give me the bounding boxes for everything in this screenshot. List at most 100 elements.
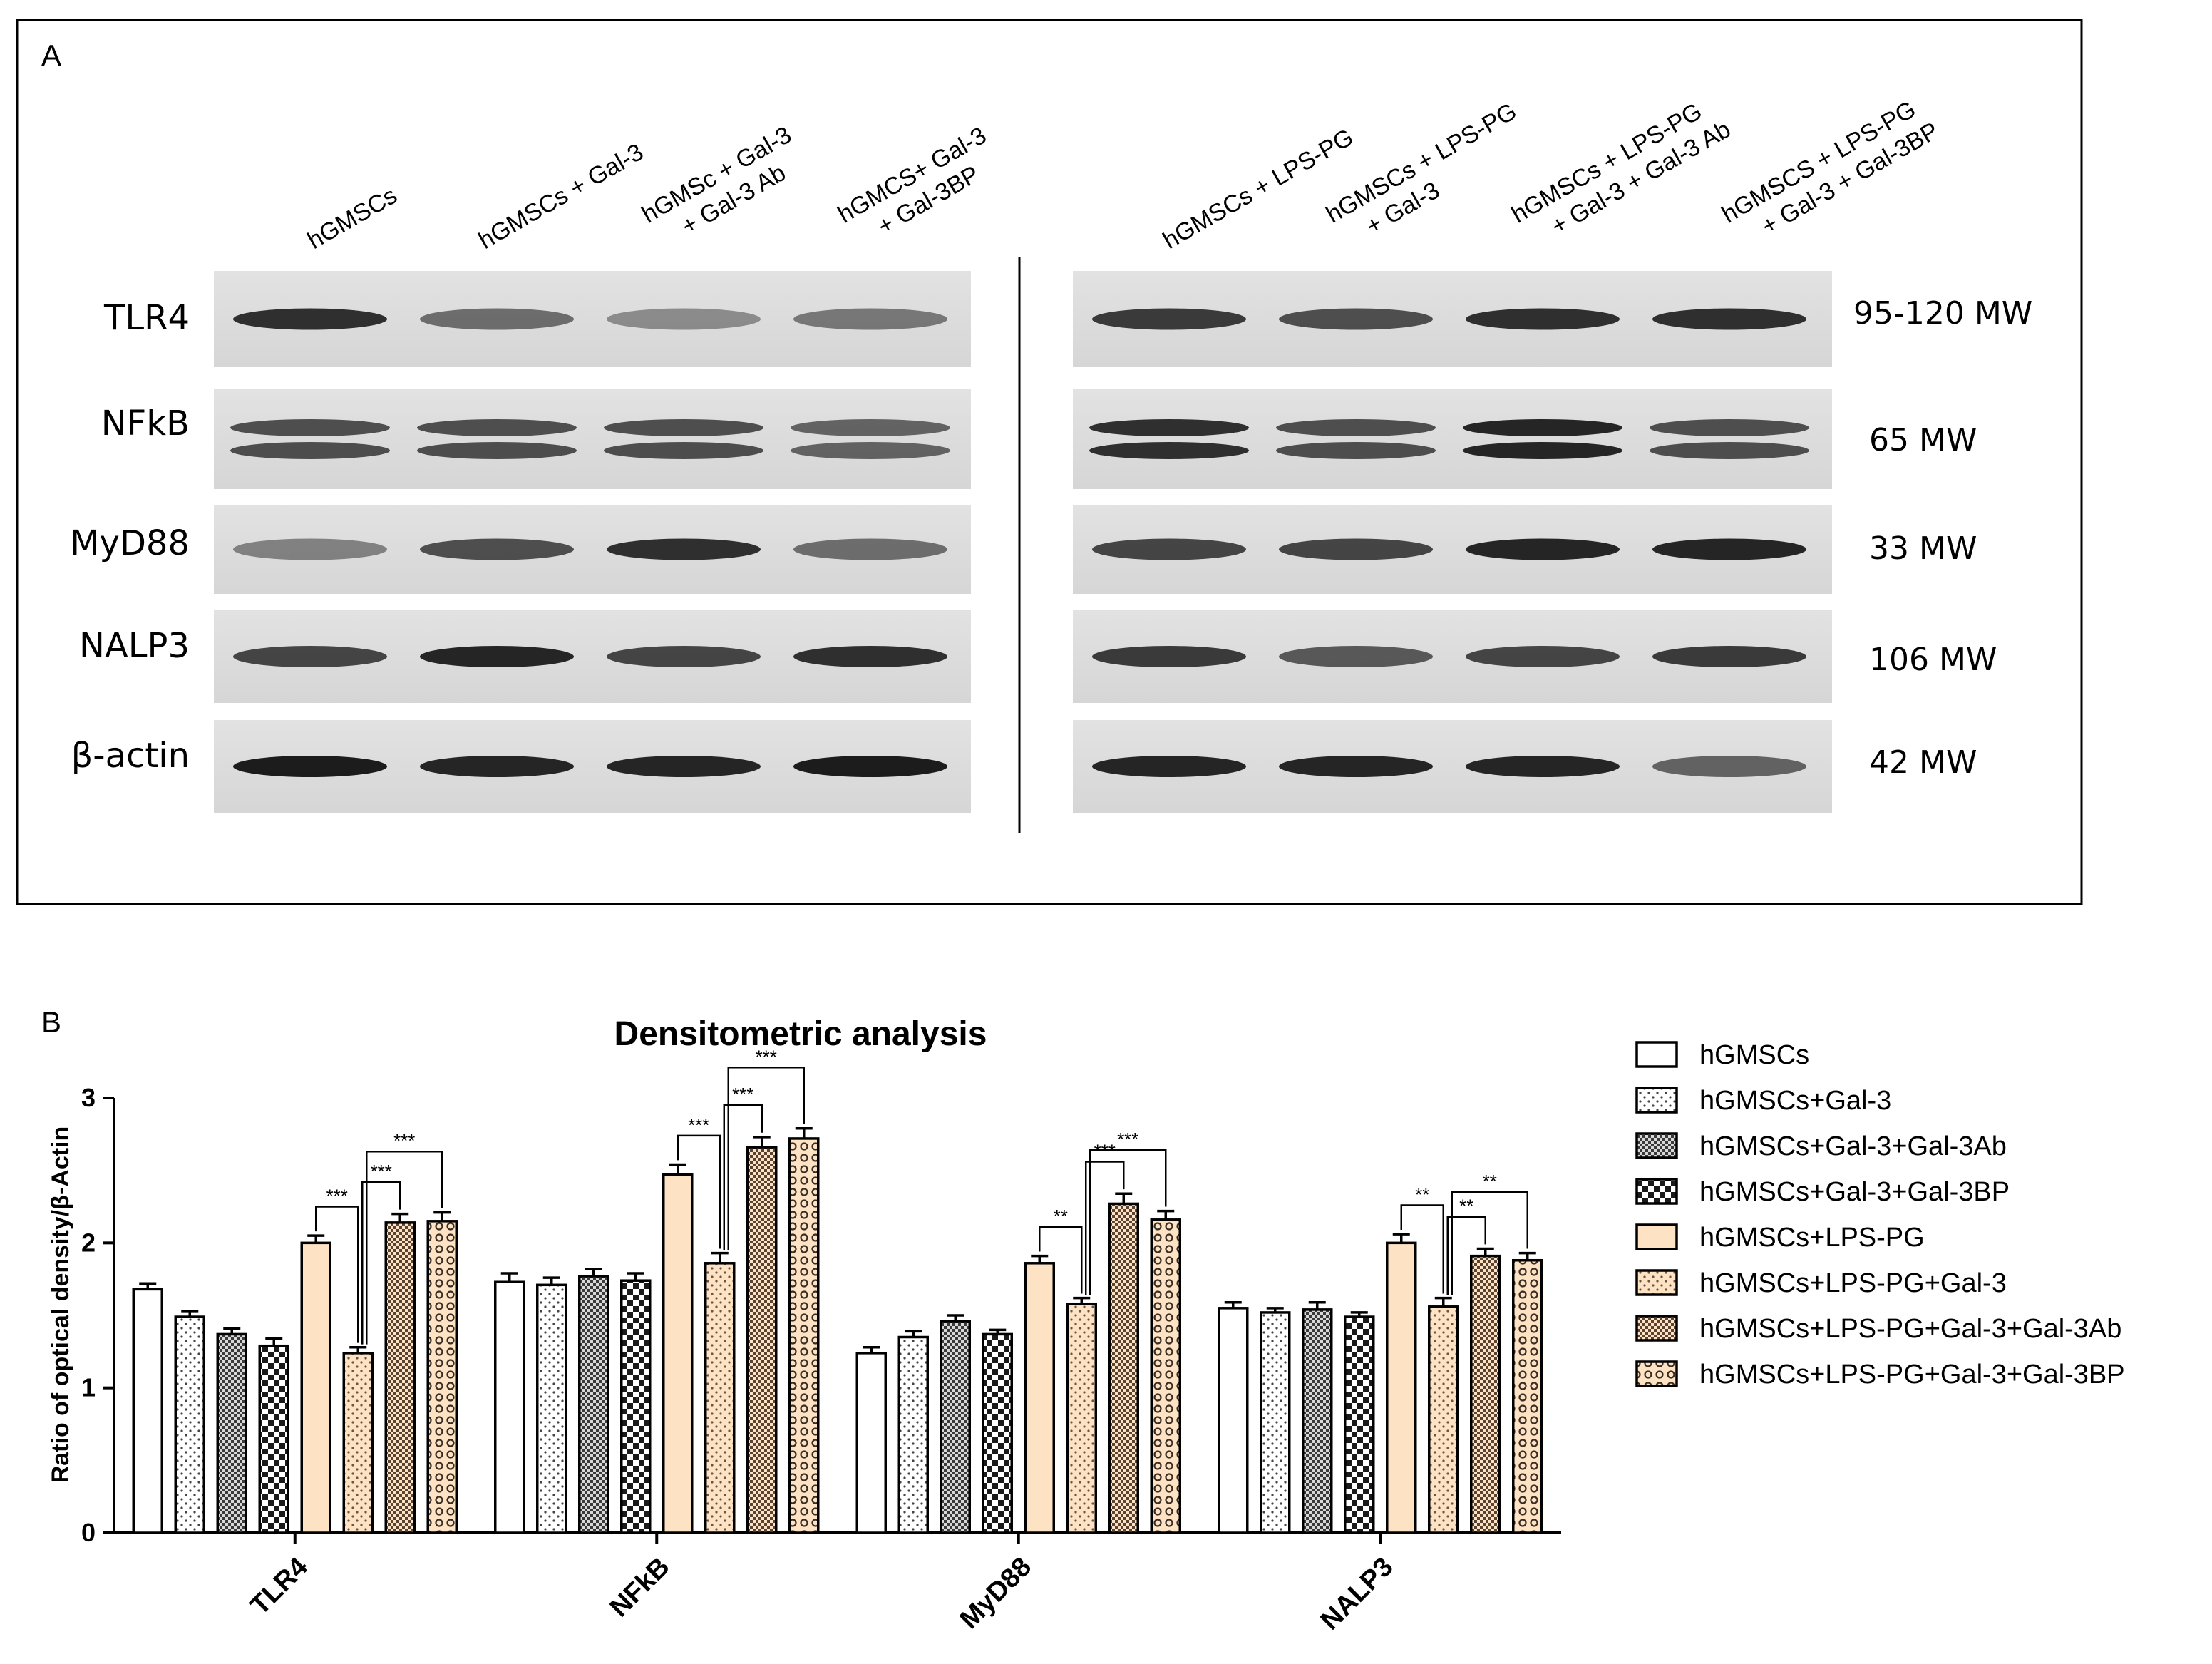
legend-label-7: hGMSCs+LPS-PG+Gal-3+Gal-3Ab <box>1699 1314 2121 1344</box>
significance-bracket-10 <box>1400 1204 1444 1294</box>
band-NALP3-lane-5 <box>1092 646 1246 667</box>
band-TLR4-lane-7 <box>1466 308 1620 330</box>
band-MyD88-lane-1 <box>233 538 387 560</box>
lane-label-right-1: hGMSCs + LPS-PG <box>1158 123 1358 255</box>
bar-NALP3-8 <box>1512 1258 1543 1534</box>
band-NFkB-lane-4-upper <box>791 419 950 436</box>
lane-label-right-2: hGMSCs + LPS-PG+ Gal-3 <box>1322 98 1536 255</box>
significance-bracket-2 <box>361 1181 401 1345</box>
band-MyD88-lane-7 <box>1466 538 1620 560</box>
lane-label-left-3: hGMSc + Gal-3+ Gal-3 Ab <box>637 121 811 255</box>
significance-bracket-4 <box>677 1134 721 1249</box>
bar-NALP3-7 <box>1470 1254 1501 1534</box>
band-MyD88-lane-5 <box>1092 538 1246 560</box>
legend-swatch-8 <box>1635 1360 1678 1387</box>
legend: hGMSCs hGMSCs+Gal-3 hGMSCs+Gal-3+Gal-3Ab hG… <box>1635 1040 2125 1390</box>
band-TLR4-lane-8 <box>1652 308 1806 330</box>
legend-label-1: hGMSCs <box>1699 1040 1809 1070</box>
bar-NALP3-3 <box>1302 1308 1333 1534</box>
molecular-weight-labels: 95-120 MW 65 MW 33 MW 106 MW 42 MW <box>1853 295 2032 781</box>
lane-label-right-4: hGMSCS + LPS-PG+ Gal-3 + Gal-3BP <box>1717 91 1943 255</box>
band-TLR4-lane-4 <box>793 308 947 330</box>
band-NFkB-lane-6-upper <box>1276 419 1436 436</box>
y-axis-label: Ratio of optical density/β-Actin <box>47 1126 74 1484</box>
legend-swatch-1 <box>1635 1041 1678 1068</box>
band-NFkB-lane-7-lower <box>1463 442 1622 459</box>
bar-TLR4-5 <box>300 1241 331 1534</box>
legend-swatch-2 <box>1635 1087 1678 1114</box>
band-NFkB-lane-6-lower <box>1276 442 1436 459</box>
band-NFkB-lane-8-upper <box>1650 419 1809 436</box>
band-NFkB-lane-4-lower <box>791 442 950 459</box>
significance-label-2: *** <box>371 1161 392 1182</box>
bar-NFkB-6 <box>704 1262 736 1534</box>
panel-b-label: B <box>41 1005 61 1039</box>
significance-label-8: *** <box>1094 1140 1116 1161</box>
significance-bracket-5 <box>723 1104 763 1250</box>
band-β-actin-lane-7 <box>1466 756 1620 777</box>
band-TLR4-lane-6 <box>1279 308 1433 330</box>
legend-swatch-7 <box>1635 1315 1678 1342</box>
protein-name-4: NALP3 <box>79 626 190 666</box>
band-TLR4-lane-5 <box>1092 308 1246 330</box>
significance-bracket-9 <box>1089 1149 1167 1295</box>
significance-label-5: *** <box>732 1084 753 1105</box>
bar-TLR4-2 <box>174 1315 205 1534</box>
y-tick-label-1: 1 <box>81 1373 96 1402</box>
blot-strip-NFkB-right <box>1073 389 1832 489</box>
mw-label-4: 106 MW <box>1869 642 1997 678</box>
band-NALP3-lane-2 <box>420 646 574 667</box>
bar-TLR4-7 <box>384 1221 416 1534</box>
bar-NALP3-5 <box>1386 1241 1417 1534</box>
band-NALP3-lane-3 <box>607 646 761 667</box>
bar-NFkB-1 <box>494 1280 525 1534</box>
mw-label-3: 33 MW <box>1869 530 1977 567</box>
bar-NFkB-2 <box>536 1283 567 1534</box>
band-β-actin-lane-4 <box>793 756 947 777</box>
mw-label-2: 65 MW <box>1869 422 1977 458</box>
bar-MyD88-3 <box>940 1320 971 1534</box>
band-NALP3-lane-8 <box>1652 646 1806 667</box>
protein-name-1: TLR4 <box>103 298 190 338</box>
bar-MyD88-7 <box>1108 1202 1139 1534</box>
bar-NALP3-4 <box>1344 1315 1375 1534</box>
band-NFkB-lane-2-upper <box>417 419 577 436</box>
legend-label-3: hGMSCs+Gal-3+Gal-3Ab <box>1699 1131 2007 1161</box>
legend-swatch-4 <box>1635 1178 1678 1205</box>
legend-swatch-6 <box>1635 1269 1678 1296</box>
x-tick-label-MyD88: MyD88 <box>955 1552 1037 1635</box>
bar-TLR4-4 <box>258 1344 289 1534</box>
band-TLR4-lane-2 <box>420 308 574 330</box>
y-tick-label-2: 2 <box>81 1228 96 1257</box>
lane-label-left-2: hGMSCs + Gal-3 <box>474 138 648 255</box>
y-tick-label-0: 0 <box>81 1518 96 1547</box>
bar-NALP3-2 <box>1260 1311 1291 1534</box>
legend-swatch-5 <box>1635 1223 1678 1250</box>
x-tick-label-NALP3: NALP3 <box>1315 1552 1399 1636</box>
band-NFkB-lane-8-lower <box>1650 442 1809 459</box>
significance-label-1: *** <box>326 1186 348 1207</box>
band-NFkB-lane-3-upper <box>604 419 763 436</box>
bar-NALP3-6 <box>1428 1305 1459 1534</box>
band-NFkB-lane-5-upper <box>1089 419 1249 436</box>
blot-strips <box>214 271 1832 813</box>
band-NFkB-lane-5-lower <box>1089 442 1249 459</box>
lane-label-left-2-line-1: hGMSCs + Gal-3 <box>474 138 648 255</box>
bar-MyD88-6 <box>1066 1302 1097 1534</box>
bar-NALP3-1 <box>1218 1307 1249 1534</box>
band-NALP3-lane-1 <box>233 646 387 667</box>
chart-title: Densitometric analysis <box>614 1015 987 1053</box>
y-tick-label-3: 3 <box>81 1083 96 1112</box>
legend-label-4: hGMSCs+Gal-3+Gal-3BP <box>1699 1177 2010 1207</box>
lane-label-left-1: hGMSCs <box>303 182 401 255</box>
significance-label-4: *** <box>688 1114 709 1136</box>
significance-label-6: *** <box>756 1046 777 1067</box>
band-TLR4-lane-1 <box>233 308 387 330</box>
band-NFkB-lane-2-lower <box>417 442 577 459</box>
bar-NFkB-7 <box>746 1146 778 1534</box>
protein-name-2: NFkB <box>101 404 190 443</box>
bar-MyD88-2 <box>897 1335 929 1534</box>
bar-MyD88-5 <box>1024 1262 1055 1534</box>
